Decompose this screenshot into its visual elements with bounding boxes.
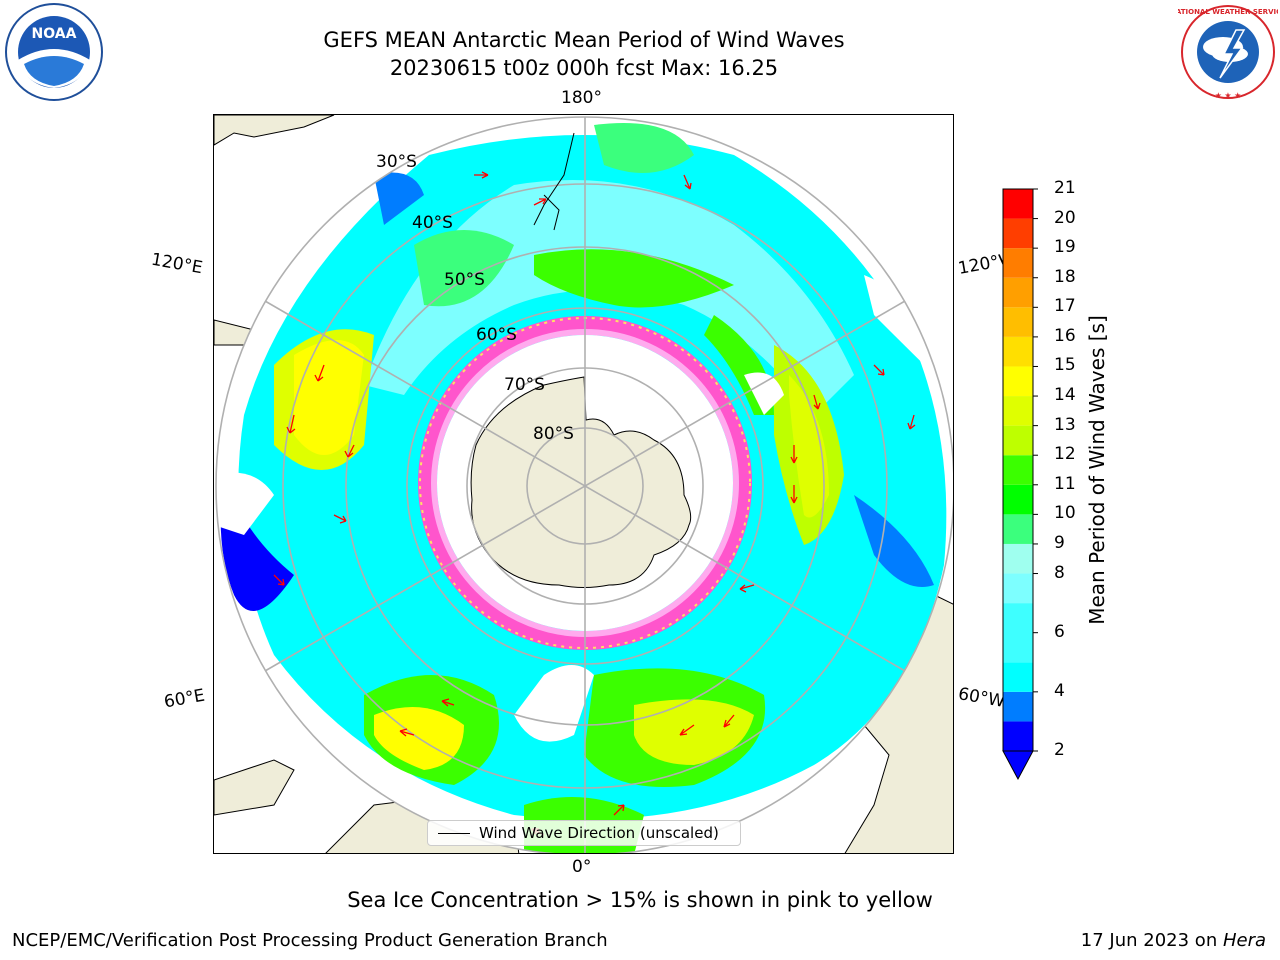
colorbar-level [1003,218,1033,249]
colorbar-tick-label: 8 [1054,562,1065,583]
colorbar-tick-label: 9 [1054,532,1065,553]
colorbar-level [1003,425,1033,456]
colorbar-level [1003,307,1033,337]
colorbar-tick-label: 15 [1054,355,1076,376]
coastline [533,132,575,231]
lat-label-50s: 50°S [444,270,485,290]
colorbar-frame [1002,188,1034,751]
nws-logo: NATIONAL WEATHER SERVICE ★ ★ ★ [1178,4,1278,100]
colorbar-level [1003,691,1033,722]
colorbar-level [1003,484,1033,515]
footer-date: 17 Jun 2023 on Hera [1081,930,1266,951]
colorbar-extend-min [1002,750,1034,781]
nws-logo-text: NATIONAL WEATHER SERVICE [1178,8,1278,16]
colorbar-label: Mean Period of Wind Waves [s] [1085,315,1109,625]
map-panel: Wind Wave Direction (unscaled) [213,114,954,854]
noaa-logo: NOAA [5,3,103,101]
graticule [215,116,953,853]
colorbar-tick-label: 17 [1054,296,1076,317]
colorbar-level [1003,573,1033,604]
colorbar-tick-label: 12 [1054,444,1076,465]
colorbar-tick-label: 10 [1054,503,1076,524]
colorbar-level [1003,514,1033,544]
colorbar-tick-label: 16 [1054,325,1076,346]
colorbar-tick-label: 21 [1054,178,1076,198]
colorbar-level [1003,603,1033,663]
colorbar [1002,188,1038,781]
colorbar-level [1003,396,1033,426]
colorbar-tick-label: 18 [1054,266,1076,287]
colorbar-tick-label: 4 [1054,680,1065,701]
sea-ice-caption: Sea Ice Concentration > 15% is shown in … [347,888,933,912]
footer-credit: NCEP/EMC/Verification Post Processing Pr… [12,930,608,951]
colorbar-level [1003,248,1033,278]
lat-label-40s: 40°S [412,213,453,233]
polar-map [214,115,953,853]
legend-line-swatch [438,833,470,834]
colorbar-level [1003,336,1033,367]
colorbar-tick-label: 2 [1054,740,1065,760]
colorbar-tick-label: 19 [1054,237,1076,258]
lat-label-80s: 80°S [533,424,574,444]
colorbar-level [1003,543,1033,574]
legend-label: Wind Wave Direction (unscaled) [479,824,719,842]
colorbar-tick-label: 11 [1054,473,1076,494]
colorbar-level [1003,277,1033,308]
colorbar-level [1003,662,1033,692]
svg-text:★ ★ ★: ★ ★ ★ [1215,91,1242,100]
colorbar-level [1003,189,1033,219]
colorbar-tick-label: 6 [1054,621,1065,642]
lat-label-70s: 70°S [504,375,545,395]
colorbar-level [1003,366,1033,397]
noaa-logo-text: NOAA [32,26,77,42]
lon-label-180: 180° [561,88,602,108]
lon-label-120e: 120°E [149,249,205,279]
map-legend: Wind Wave Direction (unscaled) [427,820,741,846]
lon-label-60e: 60°E [162,685,207,713]
lon-label-0: 0° [572,857,592,877]
chart-subtitle: 20230615 t00z 000h fcst Max: 16.25 [389,56,779,80]
footer-host: Hera [1222,930,1266,951]
footer-date-text: 17 Jun 2023 on [1080,930,1223,951]
lat-label-60s: 60°S [476,325,517,345]
colorbar-level [1003,721,1033,751]
colorbar-level [1003,455,1033,485]
lat-label-30s: 30°S [376,152,417,172]
chart-title: GEFS MEAN Antarctic Mean Period of Wind … [323,28,845,52]
colorbar-tick-label: 14 [1054,385,1076,406]
colorbar-tick-label: 20 [1054,207,1076,228]
colorbar-tick-label: 13 [1054,414,1076,435]
